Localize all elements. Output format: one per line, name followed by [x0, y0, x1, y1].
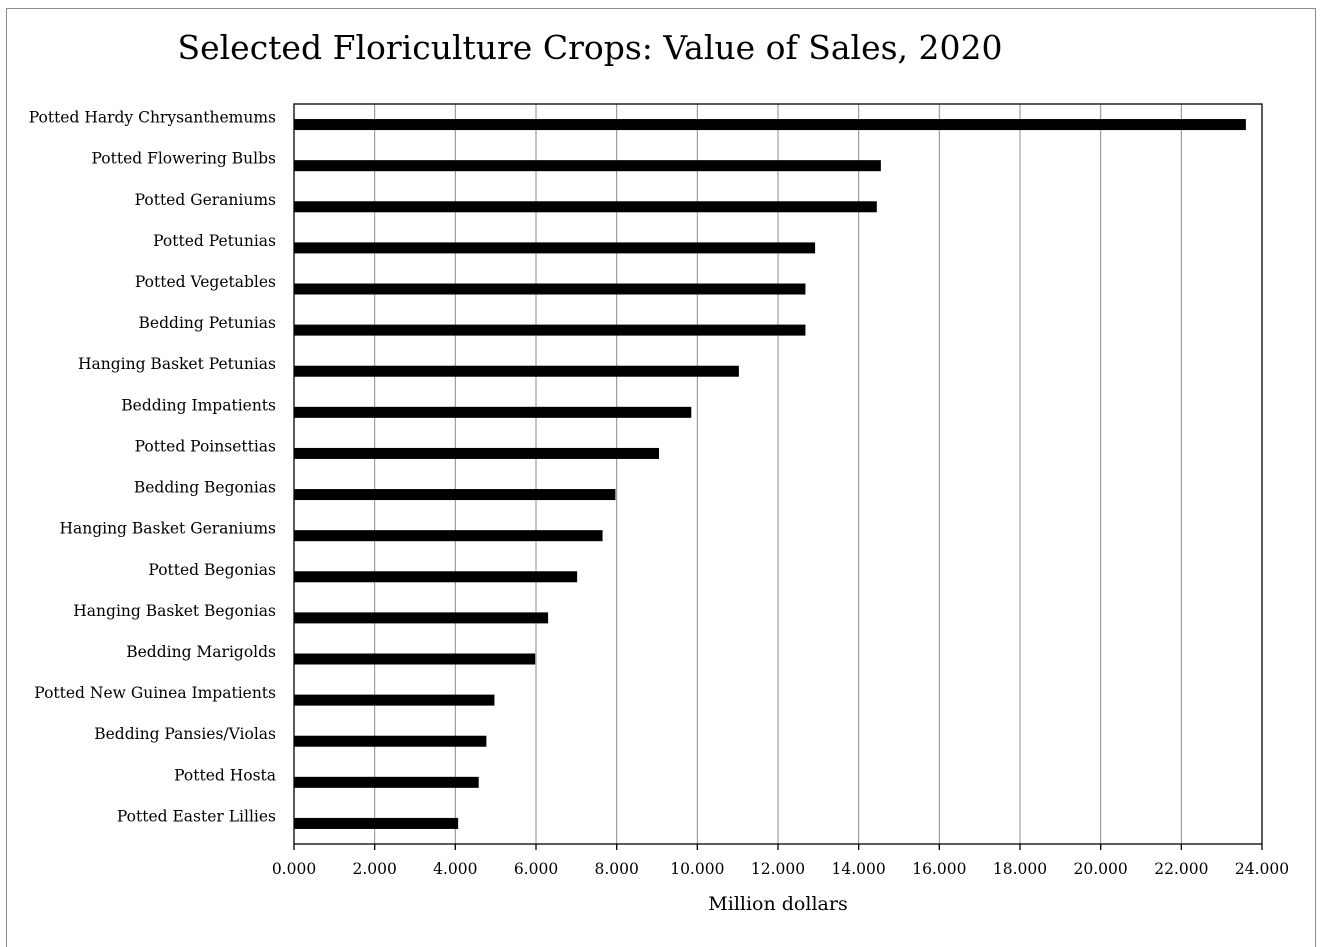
bar	[294, 571, 578, 583]
category-label: Hanging Basket Begonias	[73, 602, 276, 620]
bar	[294, 612, 549, 624]
x-tick-label: 6.000	[514, 860, 558, 878]
category-label: Bedding Begonias	[134, 479, 276, 497]
category-label: Bedding Marigolds	[126, 643, 276, 661]
x-tick-label: 24.000	[1235, 860, 1289, 878]
x-tick-label: 0.000	[272, 860, 316, 878]
category-label: Potted Hardy Chrysanthemums	[29, 109, 276, 127]
x-tick-label: 18.000	[993, 860, 1047, 878]
bar	[294, 776, 479, 788]
category-label: Potted New Guinea Impatients	[34, 684, 276, 702]
x-tick-label: 2.000	[352, 860, 396, 878]
category-label: Bedding Petunias	[139, 314, 276, 332]
bar	[294, 324, 806, 336]
bar	[294, 242, 816, 254]
bar	[294, 694, 495, 706]
x-tick-label: 20.000	[1074, 860, 1128, 878]
bar	[294, 283, 806, 295]
category-label: Potted Easter Lillies	[117, 807, 276, 825]
x-tick-label: 8.000	[594, 860, 638, 878]
bar	[294, 201, 877, 213]
category-label: Hanging Basket Geraniums	[59, 520, 276, 538]
category-label: Potted Poinsettias	[135, 437, 276, 455]
bar	[294, 735, 487, 747]
bar	[294, 160, 881, 172]
chart-frame	[6, 8, 1316, 947]
category-label: Bedding Pansies/Violas	[94, 725, 276, 743]
x-tick-label: 14.000	[832, 860, 886, 878]
category-label: Potted Hosta	[174, 766, 276, 784]
bar	[294, 530, 603, 542]
x-tick-label: 16.000	[912, 860, 966, 878]
x-axis-ticks: 0.000 2.000 4.000 6.000 8.000 10.000 12.000 14.…	[272, 844, 1289, 878]
gridlines	[374, 104, 1182, 844]
x-tick-label: 22.000	[1154, 860, 1208, 878]
x-tick-label: 4.000	[433, 860, 477, 878]
x-tick-label: 10.000	[670, 860, 724, 878]
x-tick-label: 12.000	[751, 860, 805, 878]
category-label: Potted Flowering Bulbs	[91, 150, 276, 168]
bar	[294, 489, 616, 501]
chart-title: Selected Floriculture Crops: Value of Sa…	[177, 28, 1002, 67]
category-labels: Potted Hardy Chrysanthemums Potted Flower…	[29, 109, 276, 826]
bar	[294, 119, 1246, 131]
bar	[294, 653, 536, 665]
category-label: Bedding Impatients	[121, 396, 276, 414]
bar	[294, 406, 692, 418]
category-label: Potted Begonias	[148, 561, 276, 579]
bar	[294, 365, 739, 377]
category-label: Potted Geraniums	[135, 191, 276, 209]
x-axis-title: Million dollars	[708, 893, 847, 915]
category-label: Potted Vegetables	[135, 273, 276, 291]
bars	[294, 119, 1246, 829]
category-label: Hanging Basket Petunias	[78, 355, 276, 373]
bar	[294, 447, 660, 459]
category-label: Potted Petunias	[153, 232, 276, 250]
bar	[294, 817, 459, 829]
